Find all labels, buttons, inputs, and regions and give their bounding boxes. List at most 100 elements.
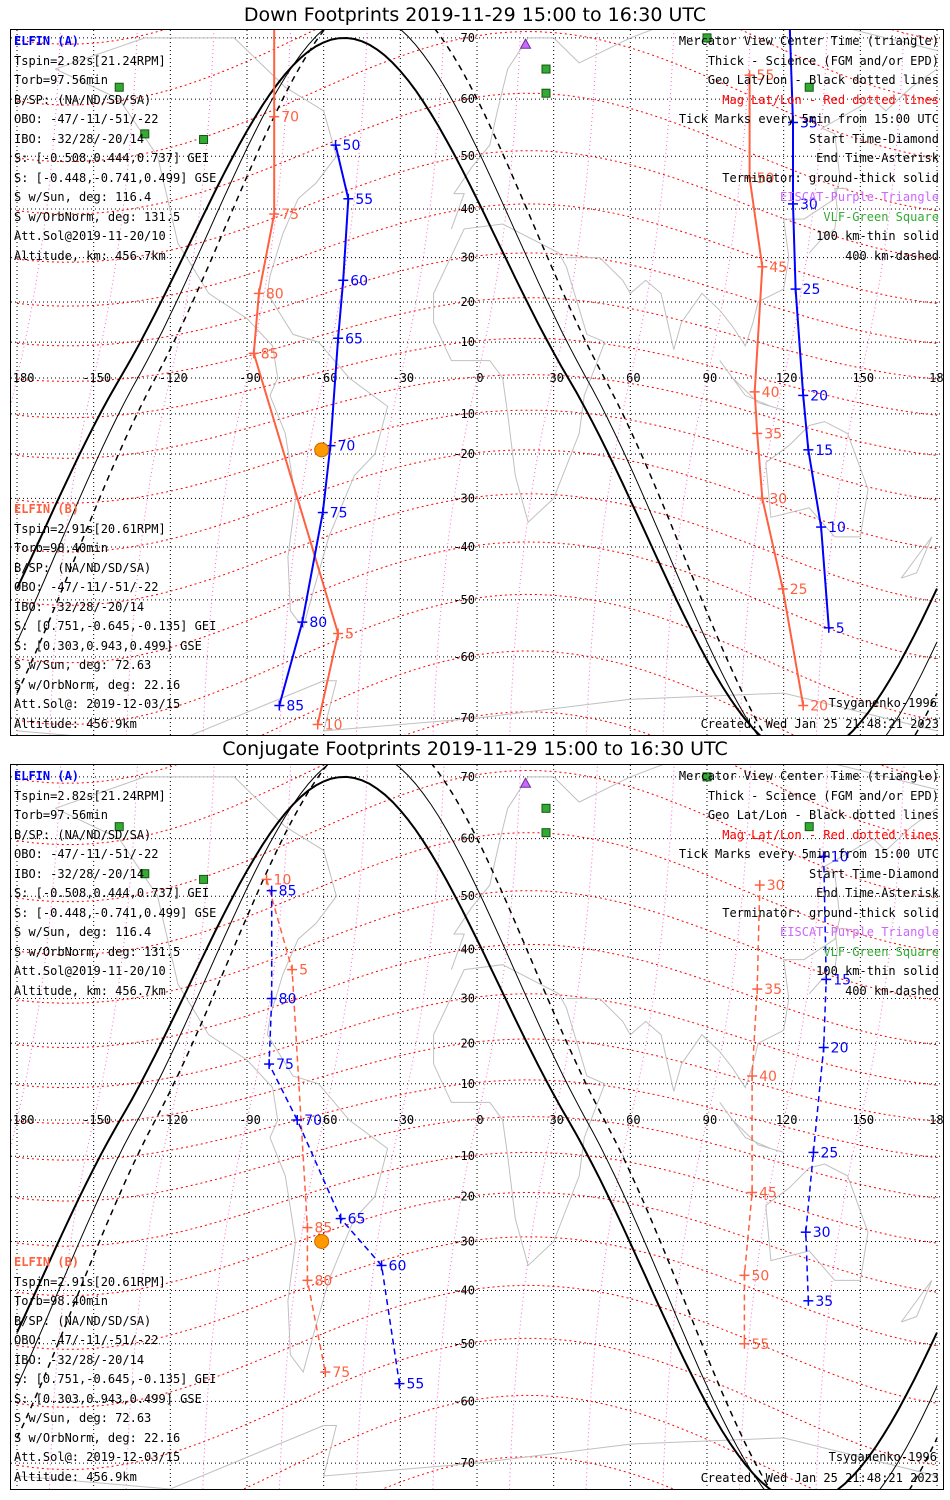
lon-tick-label: 90 <box>703 371 717 385</box>
vlf-station-icon <box>541 803 551 813</box>
mag-meridian <box>432 765 522 1489</box>
mag-parallel <box>16 1079 938 1161</box>
legend-item: Thick - Science (FGM and/or EPD) <box>707 788 939 803</box>
track_a-time-label: 70 <box>304 1113 322 1129</box>
info-line: S w/Sun, deg: 72.63 <box>14 658 152 672</box>
info-line: Torb=97.56min <box>14 808 108 822</box>
info-line: Altitude: 456.9km <box>14 1469 137 1484</box>
elfin-a-lines: Tspin=2.82s[21.24RPM] Torb=97.56min B/SP: … <box>14 52 216 267</box>
model-name: Tsyganenko-1996 <box>828 1450 937 1464</box>
track_a-track <box>805 856 827 1301</box>
mag-parallel <box>261 650 795 735</box>
track_a-time-label: 30 <box>813 1225 831 1241</box>
track_a-time-label: 20 <box>810 388 828 404</box>
track_b-time-label: 80 <box>314 1273 332 1289</box>
lon-tick-label: 180 <box>929 371 943 385</box>
info-line: Tspin=2.82s[21.24RPM] <box>14 53 166 68</box>
track_a-time-label: 55 <box>406 1377 424 1393</box>
terminator-400km <box>16 30 938 735</box>
mag-parallel <box>16 31 938 163</box>
created-timestamp: Created: Wed Jan 25 21:48:21 2023 <box>700 1471 939 1485</box>
track_a-time-label: 25 <box>820 1145 838 1161</box>
elfin-b-lines: Tspin=2.91s[20.61RPM] Torb=98.40min B/SP: … <box>14 1273 216 1488</box>
eiscat-station-icon <box>519 777 532 788</box>
map-canvas-1: -180 -150 -120 -90 -60 -30 0 30 60 90 120 150 180 70 6… <box>11 30 943 735</box>
coastline <box>450 30 938 230</box>
track_a-time-label: 15 <box>815 443 833 459</box>
info-line: IBO: -32/28/-20/14 <box>14 866 145 881</box>
mag-meridian <box>585 30 675 735</box>
lat-tick-label: -30 <box>453 1234 475 1248</box>
track_a-time-label: 65 <box>345 331 363 347</box>
lon-tick-label: -30 <box>392 1113 414 1127</box>
track_a-time-label: 75 <box>276 1057 294 1073</box>
lat-tick-label: -50 <box>453 593 475 607</box>
lon-tick-label: -30 <box>392 371 414 385</box>
track_a-time-label: 55 <box>355 192 373 208</box>
elfin-b-label: ELFIN (B) <box>14 502 80 516</box>
track_b-time-label: 75 <box>332 1365 350 1381</box>
info-line: B/SP: (NA/ND/SD/SA) <box>14 827 152 842</box>
elfin-a-lines: Tspin=2.82s[21.24RPM] Torb=97.56min B/SP: … <box>14 787 216 1002</box>
info-line: S: [-0.448,-0.741,0.499] GSE <box>14 905 217 920</box>
coastline <box>900 536 933 579</box>
info-line: Torb=97.56min <box>14 73 108 87</box>
info-line: Att.Sol@2019-11-20/10 <box>14 964 166 978</box>
track_a-time-label: 15 <box>833 972 851 988</box>
track_a-time-label: 5 <box>836 621 845 637</box>
mag-parallel <box>16 150 938 263</box>
legend-item: End Time-Asterisk <box>816 151 939 165</box>
info-line: Att.Sol@2019-11-20/10 <box>14 229 166 243</box>
vlf-station-icon <box>199 874 209 884</box>
lat-tick-label: -40 <box>453 540 475 554</box>
track_a-track <box>278 144 350 706</box>
track_b-track <box>748 75 805 706</box>
info-line: S w/OrbNorm, deg: 131.5 <box>14 209 181 224</box>
lon-tick-label: -120 <box>159 1113 188 1127</box>
legend-item: EISCAT-Purple Triangle <box>780 190 939 204</box>
lon-tick-label: 120 <box>776 1113 798 1127</box>
track_b-track <box>743 885 761 1344</box>
lon-tick-label: -60 <box>316 1113 338 1127</box>
lat-tick-label: 50 <box>461 889 475 903</box>
info-line: S: [-0.508,0.444,0.737] GEI <box>14 151 210 165</box>
lat-tick-label: -30 <box>453 491 475 505</box>
info-line: OBO: -47/-11/-51/-22 <box>14 1333 159 1347</box>
mag-parallel <box>16 765 938 846</box>
info-line: S: [0.303,0.943,0.499] GSE <box>14 638 202 653</box>
vlf-station-icon <box>199 135 209 145</box>
track_a-time-label: 25 <box>803 282 821 298</box>
legend-item: 400 km-dashed <box>845 983 939 998</box>
mag-meridian <box>739 30 828 735</box>
lat-tick-label: -70 <box>453 1456 475 1470</box>
info-line: Torb=98.40min <box>14 541 108 555</box>
vlf-station-icon <box>541 88 551 98</box>
track_b-time-label: 5 <box>299 963 308 979</box>
mag-meridian <box>815 30 905 735</box>
track_a-time-label: 60 <box>389 1258 407 1274</box>
mag-parallel <box>16 252 938 347</box>
lon-tick-label: -150 <box>82 1113 111 1127</box>
mag-parallel <box>16 1116 938 1202</box>
info-line: OBO: -47/-11/-51/-22 <box>14 112 159 126</box>
track_b-time-label: 30 <box>769 491 787 507</box>
lon-tick-label: 30 <box>549 1113 563 1127</box>
info-line: IBO: -32/28/-20/14 <box>14 599 145 614</box>
lon-tick-label: 180 <box>929 1113 943 1127</box>
track_a-time-label: 60 <box>350 273 368 289</box>
coastline <box>808 187 848 254</box>
mag-meridian <box>202 30 291 735</box>
info-line: B/SP: (NA/ND/SD/SA) <box>14 92 152 107</box>
legend-item: Start Time-Diamond <box>808 866 939 881</box>
elfin-b-label: ELFIN (B) <box>14 1255 80 1269</box>
mag-parallel <box>16 493 938 606</box>
coastline <box>55 776 389 1374</box>
coastline <box>719 360 784 411</box>
vlf-station-icon <box>804 82 814 92</box>
mag-meridian <box>509 30 598 735</box>
terminator-100km <box>16 30 938 735</box>
terminator-ground <box>16 775 938 1489</box>
info-line: S: [0.751,-0.645,-0.135] GEI <box>14 1372 217 1386</box>
panel-1-title: Down Footprints 2019-11-29 15:00 to 16:3… <box>243 4 707 26</box>
lat-tick-label: -10 <box>453 1149 475 1163</box>
